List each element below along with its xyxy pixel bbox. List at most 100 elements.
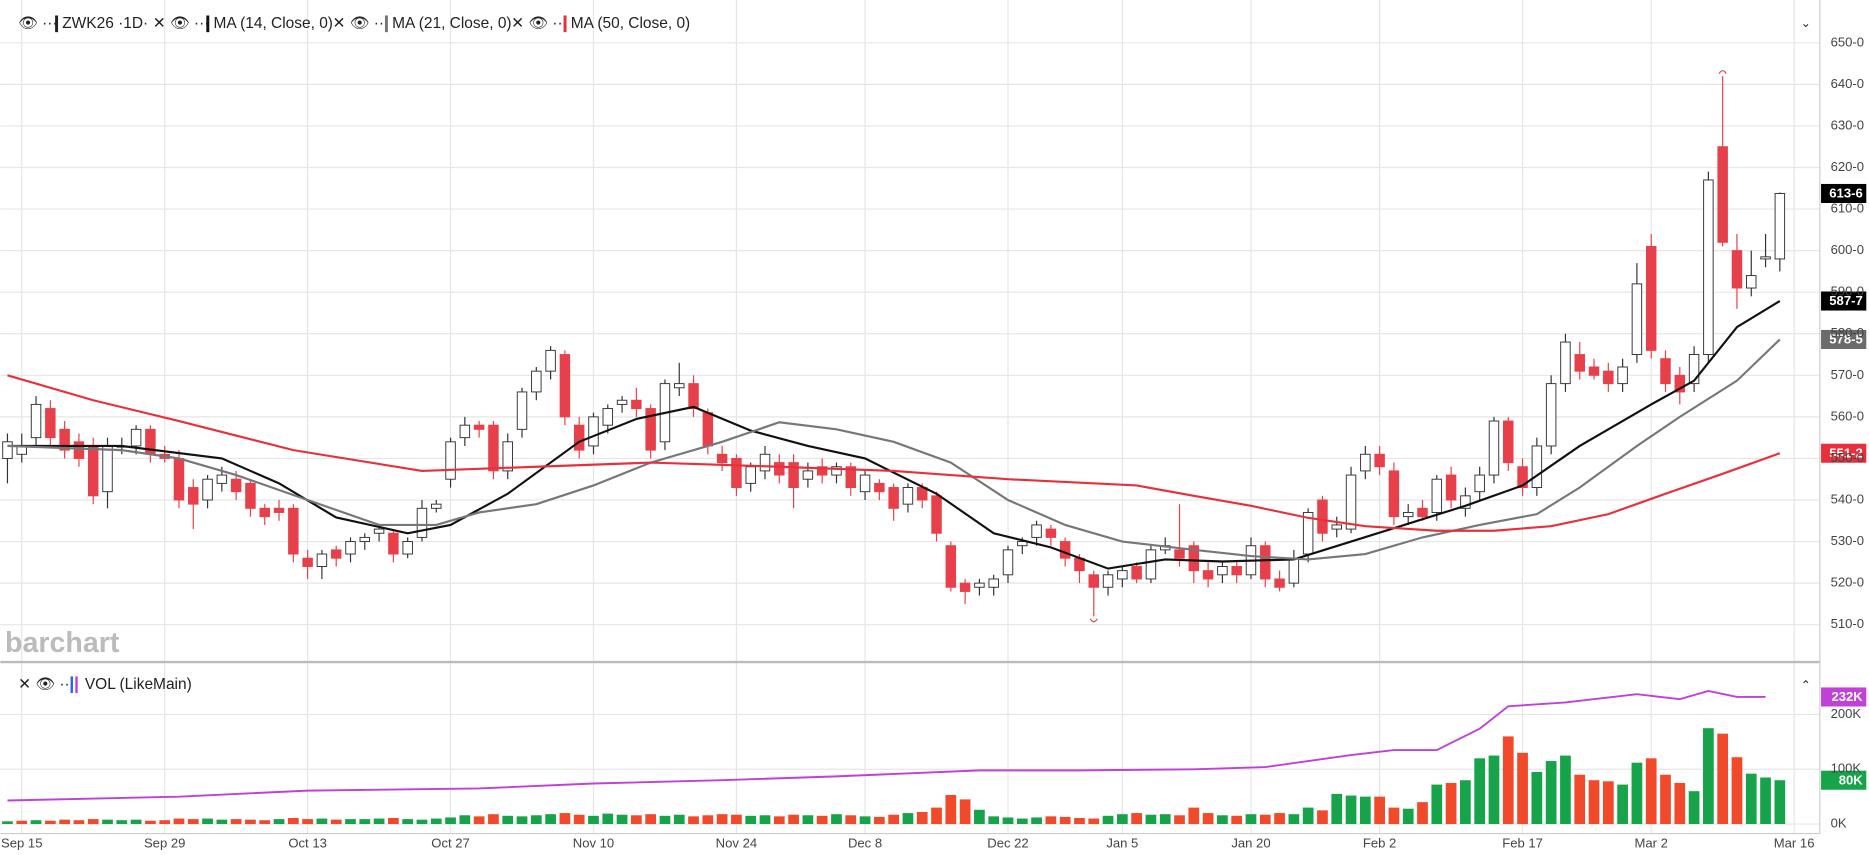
candle-body — [1331, 524, 1342, 530]
volume-bar — [402, 819, 414, 825]
volume-bar — [173, 818, 185, 825]
candle-body — [1017, 541, 1028, 547]
moving-average — [7, 300, 1781, 570]
price-tag — [1821, 291, 1867, 311]
volume-bar — [473, 816, 485, 825]
candle-body — [674, 383, 685, 389]
volume-bar — [1431, 784, 1443, 825]
volume-bar — [759, 815, 771, 825]
candle-body — [1288, 557, 1300, 584]
candle-body — [402, 541, 413, 555]
collapse-icon[interactable]: ⌄ — [1801, 16, 1811, 30]
volume-bar — [102, 819, 113, 825]
candle-body — [831, 466, 842, 476]
candle-body — [273, 507, 285, 513]
volume-bar — [1488, 755, 1500, 825]
candle-body — [816, 466, 828, 476]
price-tag — [1821, 687, 1867, 707]
volume-bar — [216, 819, 228, 825]
candle-body — [1731, 250, 1743, 289]
volume-bar — [1745, 773, 1757, 825]
icon[interactable]: ✕ 👁 ··· — [333, 15, 390, 32]
legend-entry[interactable]: MA (14, Close, 0) — [213, 15, 333, 32]
volume-bar — [302, 819, 313, 825]
price-tag — [1821, 770, 1867, 790]
icon[interactable]: ✕ 👁 ··· — [18, 676, 75, 693]
candle-body — [516, 391, 528, 430]
candle-body — [188, 487, 199, 505]
volume-bar — [316, 818, 328, 825]
volume-bar — [673, 814, 685, 825]
volume-bar — [459, 815, 471, 825]
candle-body — [1002, 549, 1014, 576]
icon: 👁 ··· — [18, 15, 57, 32]
legend-entry[interactable]: MA (21, Close, 0) — [392, 15, 512, 32]
candle-body — [1460, 495, 1471, 509]
legend-symbol[interactable]: ZWK26 ·1D· — [62, 15, 148, 32]
candle-body — [1131, 566, 1142, 580]
candle-body — [945, 545, 957, 588]
volume-bar — [1717, 733, 1729, 825]
candle-body — [1674, 374, 1686, 393]
candle-body — [1545, 383, 1557, 447]
candle-body — [1645, 245, 1657, 351]
x-tick-label: Sep 29 — [144, 836, 185, 851]
legend-entry[interactable]: VOL (LikeMain) — [85, 676, 192, 693]
candle-body — [573, 424, 585, 451]
x-tick-label: Nov 10 — [573, 836, 614, 851]
volume-bar — [1202, 813, 1214, 825]
icon[interactable]: ✕ 👁 ··· — [511, 15, 568, 32]
candle-body — [802, 470, 814, 480]
volume-bar — [1760, 777, 1771, 825]
volume-average — [7, 689, 1766, 802]
volume-bar — [1259, 814, 1271, 825]
x-tick-label: Nov 24 — [716, 836, 757, 851]
y-tick-label: 580-0 — [1831, 325, 1864, 340]
candle-body — [316, 553, 328, 567]
price-tag-label: 232K — [1831, 689, 1863, 704]
candle-body — [974, 582, 985, 588]
legend-swatch — [75, 676, 78, 694]
volume-bar — [945, 795, 957, 825]
volume-bar — [1402, 808, 1414, 825]
candle-body — [1088, 574, 1099, 588]
volume-bar — [916, 811, 928, 825]
candle-body — [902, 487, 914, 505]
volume-bar — [1445, 782, 1457, 825]
y-tick-label: 200K — [1831, 706, 1862, 721]
price-tags: 613-6 587-7 578-5 551-2 232K 80K — [1821, 183, 1867, 790]
volume-bar — [145, 820, 156, 825]
y-tick-label: 520-0 — [1831, 575, 1864, 590]
candle-body — [1445, 474, 1457, 501]
volume-bar — [931, 807, 942, 825]
volume-bar — [1388, 807, 1400, 825]
volume-bar — [530, 815, 542, 825]
volume-bar — [1474, 758, 1486, 825]
volume-bar — [1174, 815, 1185, 825]
x-tick-label: Jan 20 — [1231, 836, 1270, 851]
icon[interactable]: ✕ 👁 ··· — [153, 15, 210, 32]
volume-bar — [1502, 736, 1514, 825]
volume-bar — [273, 819, 285, 825]
legend-entry[interactable]: MA (50, Close, 0) — [571, 15, 691, 32]
candle-body — [1603, 370, 1614, 385]
candle-body — [988, 578, 999, 588]
candle-body — [1574, 354, 1585, 372]
candle-body — [1774, 192, 1786, 260]
volume-bar — [130, 819, 142, 825]
price-tag — [1821, 183, 1867, 203]
volume-bar — [187, 819, 199, 825]
volume-bar — [159, 820, 171, 825]
volume-bar — [1331, 793, 1343, 825]
volume-bar — [30, 820, 42, 825]
candle-body — [1402, 511, 1414, 518]
collapse-icon[interactable]: ⌃ — [1801, 678, 1811, 692]
volume-bar — [87, 819, 99, 825]
candle-body — [73, 441, 85, 459]
volume-bar — [1231, 815, 1243, 825]
volume-bar — [1531, 772, 1543, 825]
volume-bar — [1317, 810, 1328, 825]
candle-body — [1059, 541, 1071, 559]
